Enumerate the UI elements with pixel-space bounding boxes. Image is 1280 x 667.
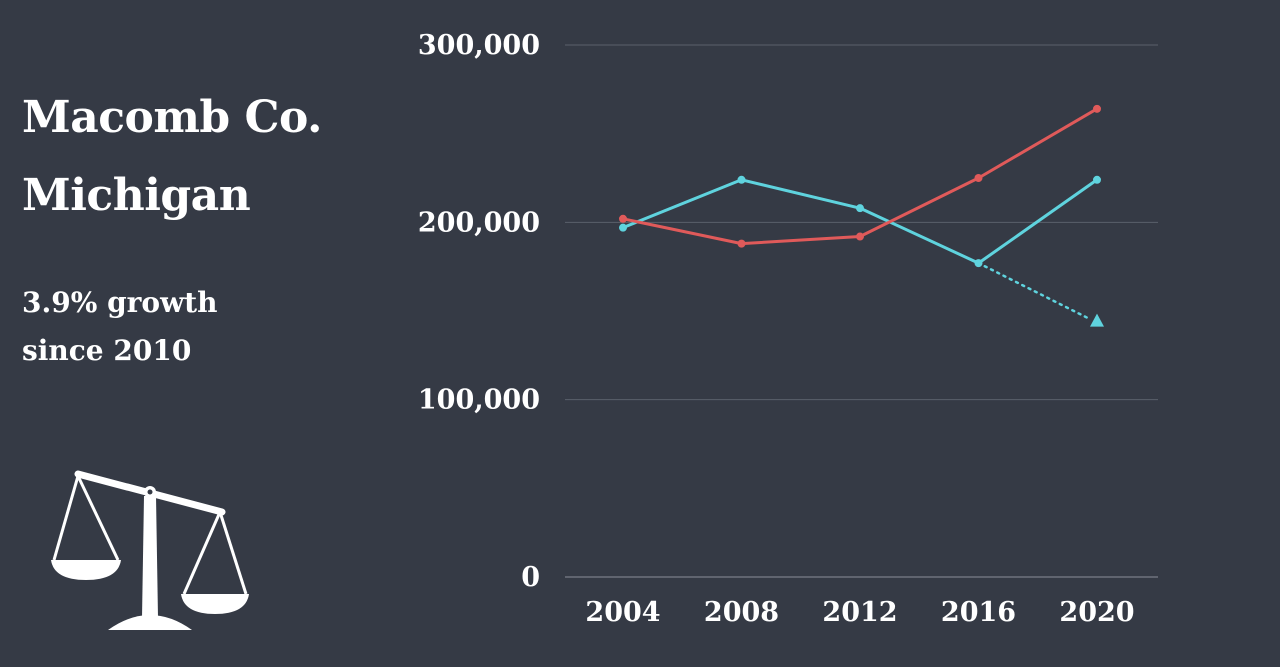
projection-marker	[1090, 313, 1104, 327]
x-tick-label: 2016	[941, 597, 1016, 628]
data-point-0-0	[619, 214, 627, 223]
data-point-0-2	[856, 232, 864, 241]
data-point-1-0	[619, 223, 627, 232]
series-0	[619, 104, 1101, 248]
data-point-1-1	[737, 175, 746, 184]
left-panel: Macomb Co. Michigan 3.9% growth since 20…	[0, 0, 380, 667]
x-tick-label: 2020	[1059, 597, 1134, 628]
series-line-0	[622, 107, 1098, 246]
y-tick-label: 200,000	[418, 207, 540, 238]
growth-since: since 2010	[22, 334, 192, 367]
grid-lines	[565, 44, 1158, 578]
balance-scale-icon	[51, 470, 249, 630]
series-layer	[619, 104, 1104, 327]
projection-line	[977, 261, 1093, 321]
growth-stat: 3.9% growth	[22, 286, 218, 319]
title-county: Macomb Co.	[22, 92, 322, 143]
data-point-1-2	[856, 204, 864, 213]
x-tick-label: 2008	[704, 597, 779, 628]
title-state: Michigan	[22, 170, 251, 221]
series-1	[619, 175, 1101, 268]
data-point-1-4	[1093, 175, 1101, 184]
data-point-0-3	[974, 174, 983, 182]
y-tick-label: 100,000	[418, 385, 540, 416]
series-line-1	[622, 178, 1098, 265]
y-axis-labels: 0 100,000 200,000 300,000	[418, 30, 540, 593]
x-axis-labels: 2004 2008 2012 2016 2020	[585, 597, 1134, 628]
y-tick-label: 0	[521, 562, 540, 593]
x-tick-label: 2012	[822, 597, 897, 628]
x-tick-label: 2004	[585, 597, 660, 628]
data-point-0-1	[737, 239, 746, 248]
data-point-0-4	[1093, 104, 1101, 113]
y-tick-label: 300,000	[418, 30, 540, 61]
